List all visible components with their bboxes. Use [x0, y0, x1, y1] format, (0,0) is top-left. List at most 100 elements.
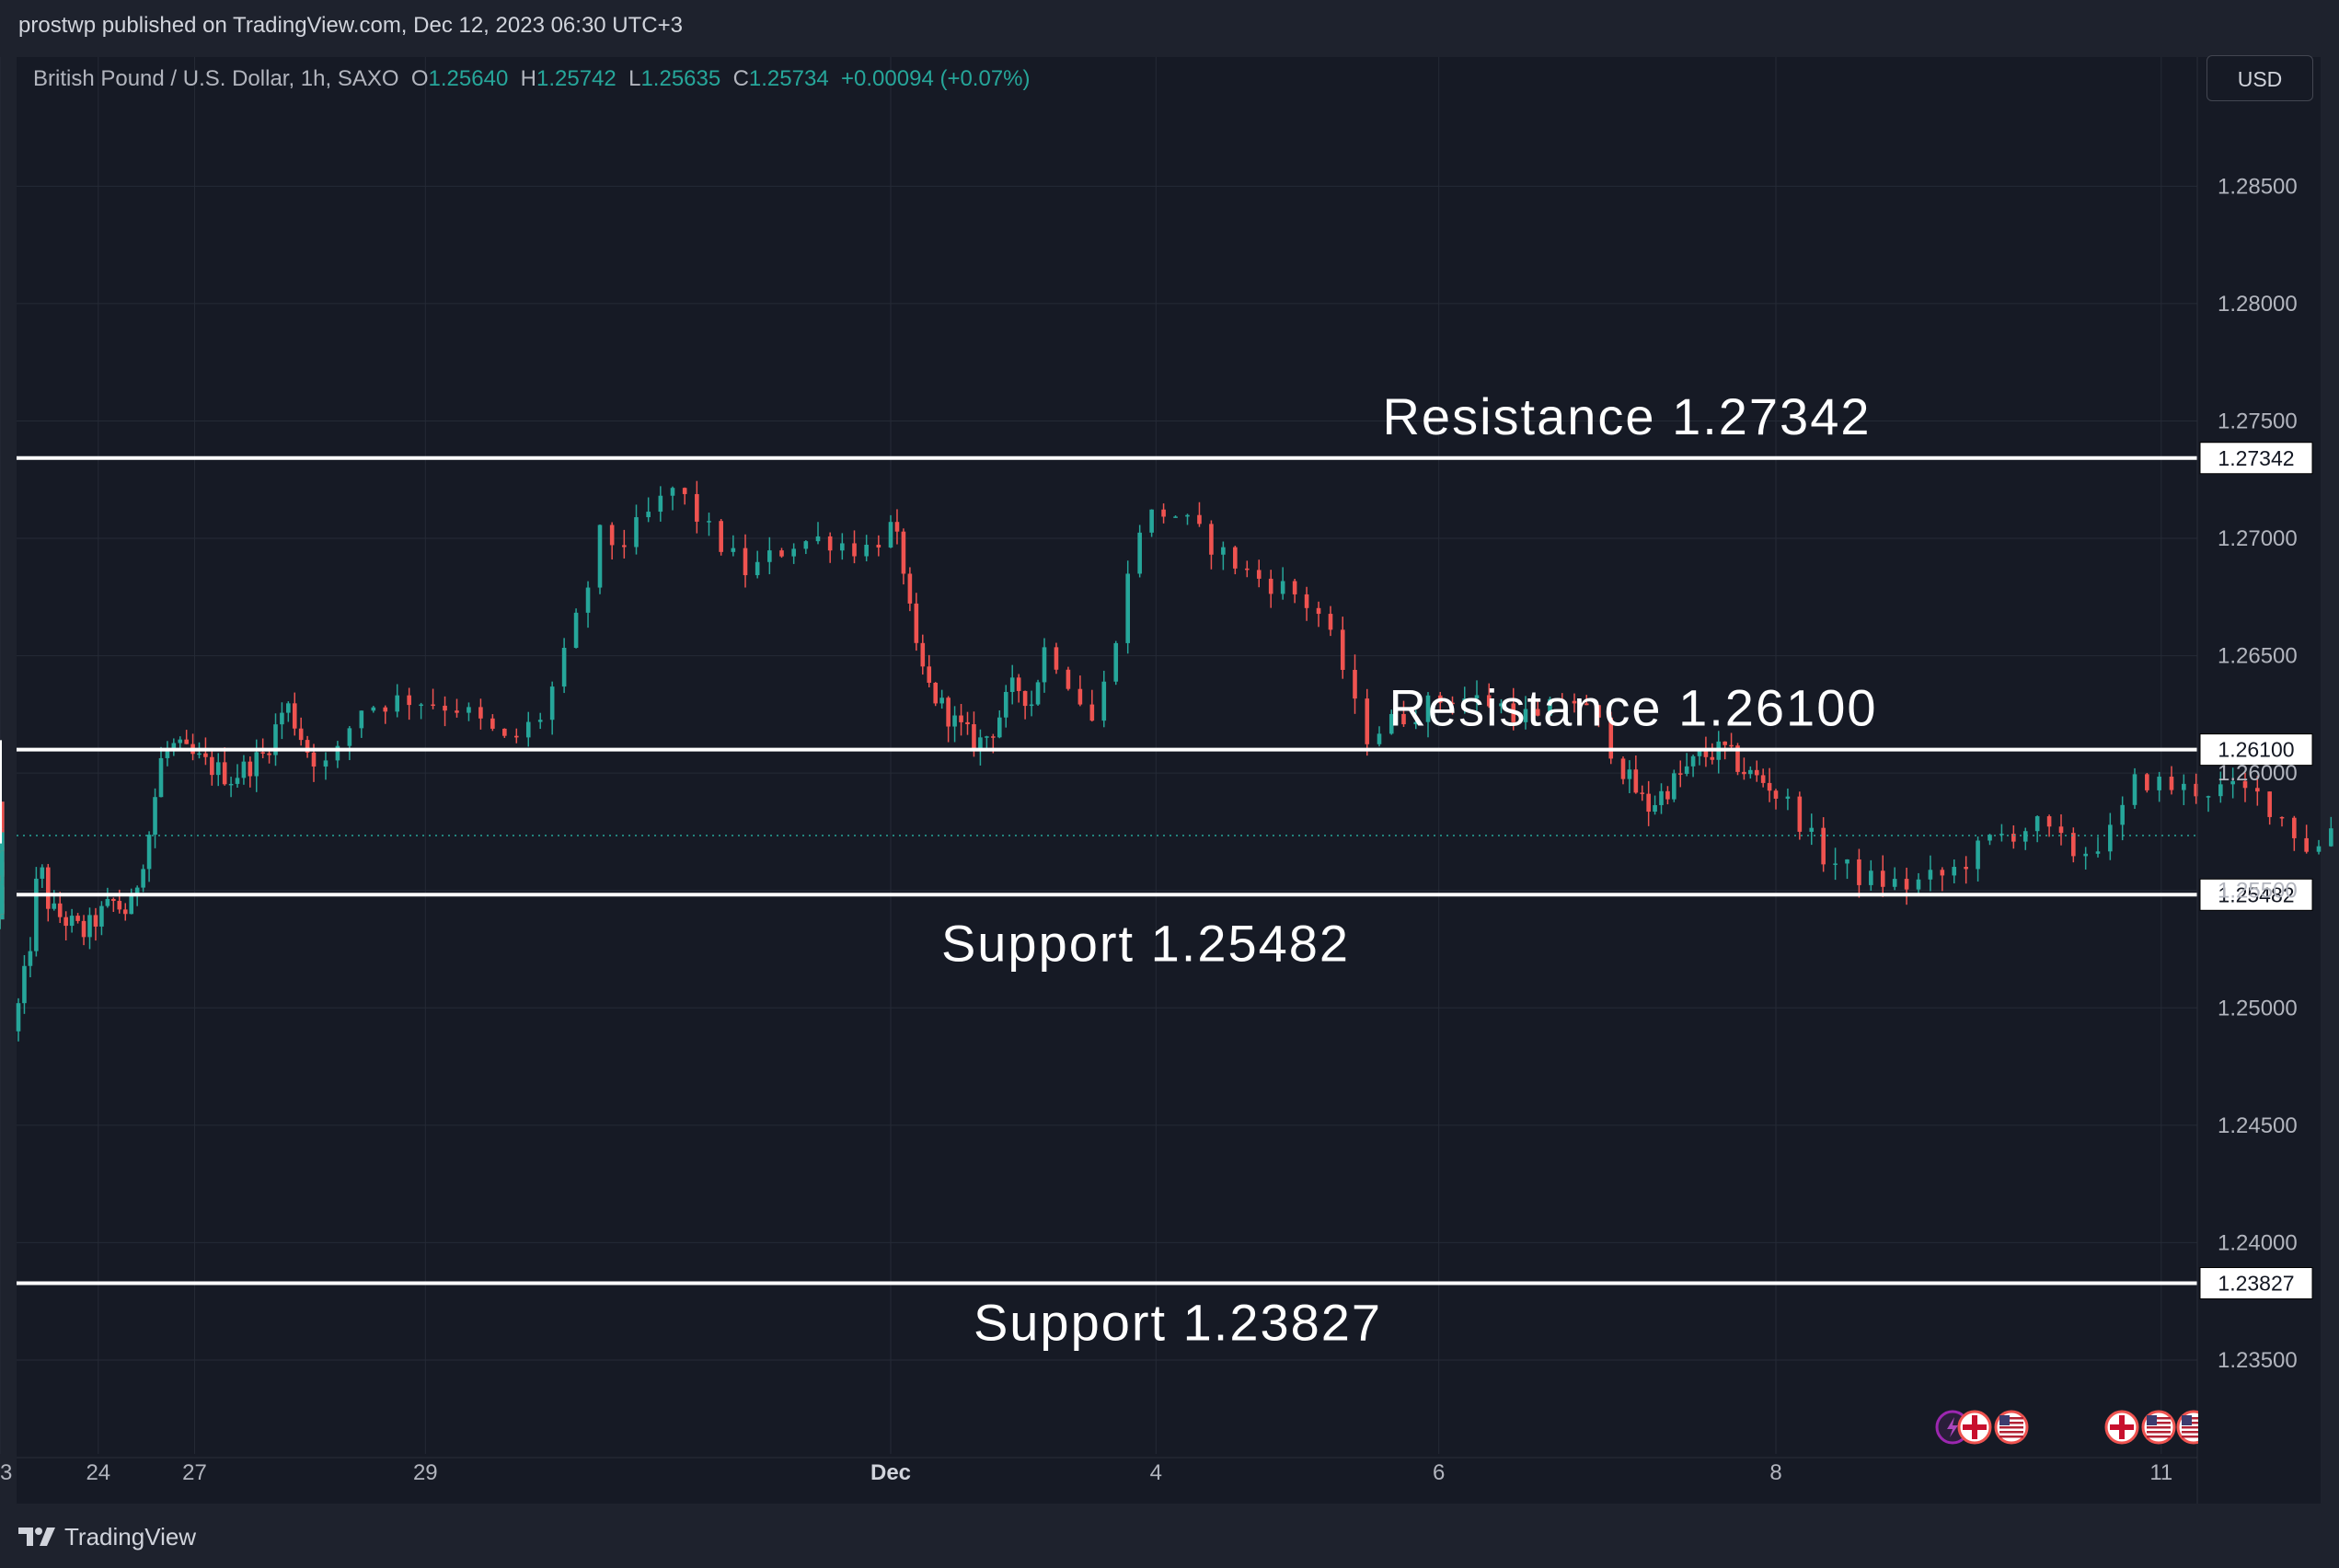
- time-tick-label: 4: [1150, 1460, 1162, 1485]
- candle-body: [658, 495, 663, 513]
- candle-body: [0, 884, 5, 886]
- candle-body: [2120, 804, 2125, 825]
- candle-body: [779, 550, 784, 557]
- candle-body: [69, 916, 75, 927]
- candle-body: [16, 1003, 21, 1032]
- candle-body: [1173, 516, 1178, 518]
- candle-body: [1659, 790, 1664, 805]
- candle-body: [991, 736, 996, 738]
- candle-body: [22, 965, 27, 1004]
- candle-body: [419, 704, 423, 707]
- close-label: C: [732, 66, 749, 91]
- level-label: Resistance 1.26100: [1388, 679, 1877, 737]
- candle-body: [561, 648, 567, 687]
- flag-stripe: [1972, 1415, 1977, 1439]
- price-tick-label: 1.23500: [2218, 1348, 2298, 1373]
- candle-body: [45, 867, 51, 909]
- candle-body: [1268, 578, 1273, 594]
- candle-body: [0, 886, 5, 915]
- currency-button[interactable]: USD: [2206, 55, 2313, 101]
- level-lines: Resistance 1.27342 1.27342 Resistance 1.26…: [17, 387, 2313, 1352]
- candle-body: [502, 728, 507, 736]
- candle-body: [1767, 782, 1772, 791]
- candle-body: [28, 951, 33, 966]
- candle-body: [1022, 690, 1028, 707]
- candle-body: [920, 642, 926, 667]
- candle-body: [87, 915, 92, 938]
- candle-body: [803, 541, 809, 549]
- candle-body: [1797, 796, 1803, 832]
- brand-name: TradingView: [64, 1522, 197, 1551]
- flag-stripe: [2147, 1435, 2171, 1438]
- candle-body: [525, 721, 531, 738]
- candle-body: [1304, 594, 1309, 608]
- candle-body: [972, 724, 976, 752]
- candle-body: [171, 743, 177, 749]
- candle-body: [634, 517, 639, 548]
- candle-body: [2169, 777, 2174, 790]
- candle-body: [827, 536, 833, 551]
- time-tick-label: 8: [1769, 1460, 1781, 1485]
- candle-body: [1729, 744, 1734, 747]
- candle-body: [719, 521, 723, 552]
- candle-body: [1988, 835, 1992, 841]
- candle-body: [1710, 756, 1715, 760]
- candle-body: [864, 545, 869, 557]
- candle-body: [1672, 773, 1676, 800]
- candle-body: [1197, 514, 1202, 525]
- candle-body: [371, 707, 376, 711]
- close-value: 1.25734: [748, 66, 829, 91]
- candle-body: [197, 753, 202, 755]
- candle-body: [997, 717, 1002, 738]
- candle-body: [1009, 677, 1015, 692]
- candle-body: [1185, 514, 1190, 517]
- candle-body: [707, 521, 711, 523]
- flag-stripe: [2182, 1426, 2206, 1429]
- candle-body: [165, 748, 170, 758]
- candle-body: [2095, 851, 2101, 854]
- candle-body: [280, 712, 284, 725]
- candle-body: [939, 698, 944, 704]
- candle-body: [1640, 792, 1645, 794]
- chart-panel[interactable]: [17, 57, 2321, 1504]
- candle-body: [2011, 834, 2016, 842]
- flag-stripe: [1999, 1426, 2023, 1429]
- candle-body: [286, 703, 291, 713]
- footer-brand[interactable]: TradingView: [18, 1518, 196, 1555]
- candle-body: [670, 488, 675, 496]
- level-price-tag-label: 1.26100: [2218, 738, 2294, 762]
- open-value: 1.25640: [428, 66, 509, 91]
- candle-body: [840, 543, 845, 551]
- candle-body: [1388, 713, 1394, 734]
- low-label: L: [628, 66, 641, 91]
- price-tick-label: 1.28500: [2218, 174, 2298, 199]
- candle-body: [34, 878, 39, 951]
- candle-body: [2304, 837, 2309, 852]
- flag-stripe: [2147, 1426, 2171, 1429]
- candle-body: [1748, 769, 1753, 775]
- grid-lines: [0, 57, 2197, 1454]
- candle-body: [985, 736, 989, 738]
- candlestick-series: [0, 480, 2333, 1042]
- candle-body: [1316, 607, 1321, 615]
- flag-stripe: [2147, 1431, 2171, 1434]
- candle-body: [1328, 614, 1333, 630]
- candle-body: [1665, 790, 1670, 800]
- candle-body: [609, 525, 615, 546]
- price-tick-label: 1.27000: [2218, 526, 2298, 551]
- candle-body: [2242, 780, 2248, 789]
- candle-body: [431, 704, 435, 707]
- candle-body: [40, 867, 45, 879]
- candle-body: [1066, 669, 1071, 689]
- low-value: 1.25635: [640, 66, 721, 91]
- level-label: Resistance 1.27342: [1382, 387, 1871, 445]
- candle-body: [0, 832, 5, 851]
- level-price-tag: [2199, 878, 2313, 911]
- candle-body: [2058, 826, 2064, 834]
- candle-body: [2145, 774, 2149, 790]
- candle-body: [2255, 788, 2260, 792]
- candle-body: [1101, 681, 1107, 721]
- price-tick-label: 1.25500: [2218, 879, 2298, 904]
- candle-body: [1054, 647, 1059, 670]
